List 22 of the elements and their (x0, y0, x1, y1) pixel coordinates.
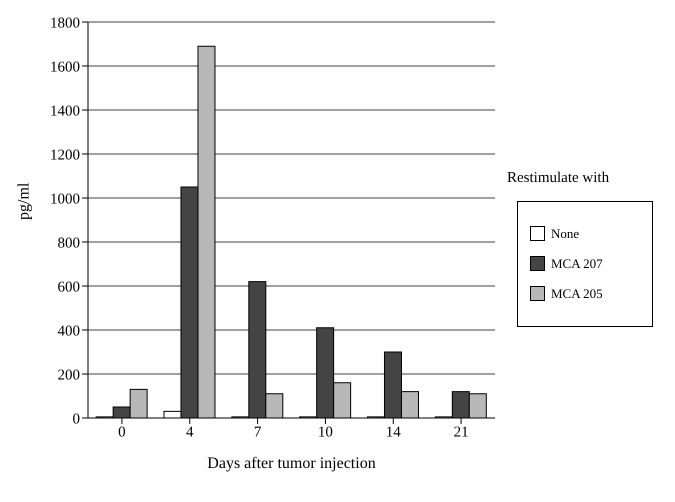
y-tick-label: 200 (58, 367, 80, 384)
y-tick-label: 1600 (50, 59, 80, 76)
y-tick-label: 1200 (50, 147, 80, 164)
legend-label: MCA 207 (551, 256, 603, 272)
legend-title: Restimulate with (507, 170, 610, 186)
y-tick-label: 0 (72, 411, 80, 428)
y-tick-label: 800 (58, 235, 80, 252)
x-tick-label: 14 (386, 424, 402, 441)
y-axis-title: pg/ml (16, 182, 33, 220)
x-tick-label: 4 (186, 424, 194, 441)
x-tick-label: 10 (318, 424, 333, 441)
y-tick-label: 1800 (50, 15, 80, 32)
y-tick-label: 1000 (50, 191, 80, 208)
x-tick-label: 0 (118, 424, 126, 441)
y-tick-label: 400 (58, 323, 80, 340)
x-tick-label: 7 (254, 424, 262, 441)
y-tick-label: 600 (58, 279, 80, 296)
x-axis-title: Days after tumor injection (207, 455, 376, 472)
legend-label: None (551, 226, 580, 242)
y-tick-label: 1400 (50, 103, 80, 120)
legend-label: MCA 205 (551, 286, 603, 302)
x-tick-label: 21 (454, 424, 469, 441)
